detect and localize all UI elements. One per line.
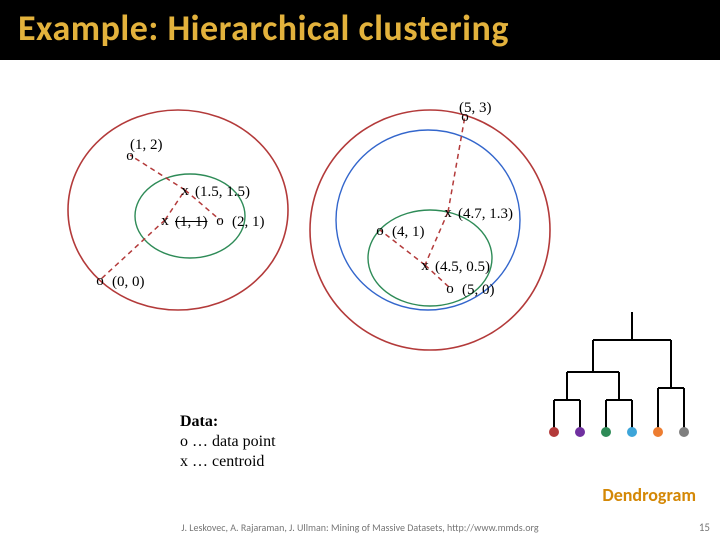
point-glyph: o [96, 273, 104, 289]
dendrogram-label: Dendrogram [602, 484, 696, 506]
legend-line-1: o … data point [180, 433, 276, 450]
point-label: (4.5, 0.5) [435, 259, 490, 276]
point-glyph: x [161, 213, 169, 229]
legend: Data: o … data point x … centroid [180, 412, 276, 472]
legend-header: Data: [180, 413, 218, 430]
title-bar: Example: Hierarchical clustering [0, 0, 720, 60]
point-label: (1.5, 1.5) [195, 184, 250, 201]
point-glyph: x [181, 183, 189, 199]
point-label: (5, 0) [462, 282, 495, 299]
point-glyph: o [376, 223, 384, 239]
point-glyph: o [216, 213, 224, 229]
point-label: (5, 3) [459, 100, 492, 117]
point-label: (4.7, 1.3) [458, 206, 513, 223]
point-label: (1, 2) [130, 137, 163, 154]
point-glyph: o [446, 281, 454, 297]
point-label: (1, 1) [175, 214, 208, 231]
dendrogram [540, 300, 700, 440]
point-glyph: x [421, 258, 429, 274]
point-label: (4, 1) [392, 224, 425, 241]
point-label: (2, 1) [232, 214, 265, 231]
point-glyph: x [444, 205, 452, 221]
footer-credit: J. Leskovec, A. Rajaraman, J. Ullman: Mi… [0, 521, 720, 534]
point-label: (0, 0) [112, 274, 145, 291]
page-title: Example: Hierarchical clustering [18, 6, 509, 50]
legend-line-2: x … centroid [180, 453, 264, 470]
slide-number: 15 [699, 521, 710, 534]
